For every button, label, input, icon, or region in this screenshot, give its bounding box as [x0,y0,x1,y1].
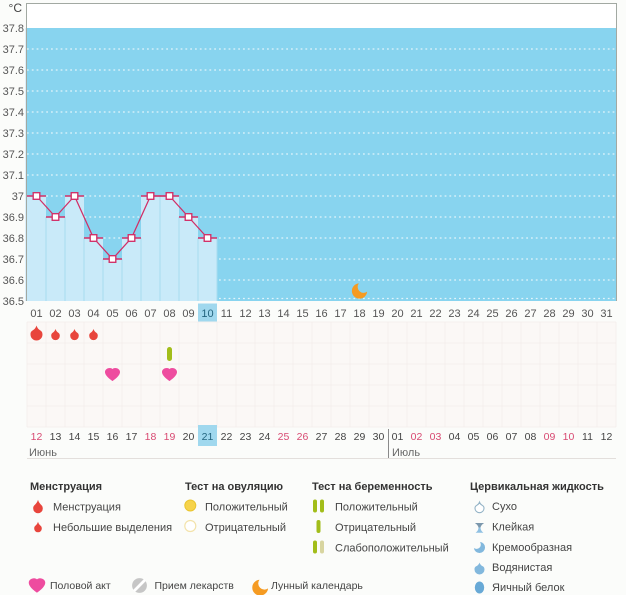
svg-text:°C: °C [9,1,23,15]
svg-text:Положительный: Положительный [335,502,418,514]
svg-text:22: 22 [429,308,441,320]
svg-text:Водянистая: Водянистая [492,562,552,574]
svg-text:09: 09 [544,431,556,443]
svg-text:04: 04 [449,431,461,443]
svg-text:08: 08 [525,431,537,443]
svg-text:Слабоположительный: Слабоположительный [335,543,449,555]
svg-text:16: 16 [107,431,119,443]
svg-text:Прием лекарств: Прием лекарств [155,580,235,592]
svg-text:09: 09 [182,308,194,320]
svg-text:12: 12 [601,431,613,443]
svg-text:36.9: 36.9 [3,212,24,224]
svg-text:16: 16 [315,308,327,320]
svg-text:19: 19 [164,431,176,443]
svg-text:11: 11 [221,308,232,320]
svg-text:06: 06 [125,308,137,320]
svg-text:13: 13 [50,431,62,443]
svg-text:14: 14 [277,308,289,320]
svg-text:14: 14 [69,431,81,443]
svg-text:01: 01 [30,308,42,320]
svg-text:25: 25 [278,431,290,443]
svg-text:Кремообразная: Кремообразная [492,542,572,554]
svg-text:21: 21 [202,431,214,443]
svg-text:28: 28 [543,308,555,320]
svg-text:37.1: 37.1 [3,170,24,182]
svg-text:Яичный белок: Яичный белок [492,582,565,594]
svg-text:30: 30 [373,431,385,443]
svg-text:37: 37 [12,191,24,203]
svg-text:Тест на беременность: Тест на беременность [312,481,433,493]
svg-text:28: 28 [335,431,347,443]
svg-text:36.6: 36.6 [3,275,24,287]
svg-text:Тест на овуляцию: Тест на овуляцию [185,481,283,493]
svg-text:25: 25 [486,308,498,320]
svg-text:36.8: 36.8 [3,233,24,245]
svg-text:04: 04 [87,308,99,320]
svg-text:05: 05 [468,431,480,443]
svg-text:23: 23 [240,431,252,443]
svg-text:Клейкая: Клейкая [492,522,534,534]
svg-text:19: 19 [372,308,384,320]
svg-text:29: 29 [354,431,366,443]
svg-text:02: 02 [49,308,61,320]
svg-text:12: 12 [31,431,43,443]
svg-text:15: 15 [296,308,308,320]
svg-text:36.5: 36.5 [3,296,24,308]
svg-text:Июль: Июль [392,447,420,459]
svg-text:15: 15 [88,431,100,443]
svg-text:20: 20 [391,308,403,320]
svg-text:Половой акт: Половой акт [50,580,111,592]
svg-text:37.4: 37.4 [3,107,24,119]
svg-text:10: 10 [563,431,575,443]
svg-text:20: 20 [183,431,195,443]
svg-text:Цервикальная жидкость: Цервикальная жидкость [470,481,604,493]
svg-text:22: 22 [221,431,233,443]
svg-text:24: 24 [467,308,479,320]
svg-text:23: 23 [448,308,460,320]
svg-text:26: 26 [505,308,517,320]
svg-text:37.2: 37.2 [3,149,24,161]
svg-text:07: 07 [144,308,156,320]
svg-text:26: 26 [297,431,309,443]
svg-text:03: 03 [430,431,442,443]
svg-text:Небольшие выделения: Небольшие выделения [53,522,172,534]
svg-text:01: 01 [392,431,404,443]
svg-text:30: 30 [581,308,593,320]
svg-text:37.8: 37.8 [3,23,24,35]
svg-text:29: 29 [562,308,574,320]
svg-text:27: 27 [524,308,536,320]
svg-text:17: 17 [334,308,346,320]
svg-text:37.6: 37.6 [3,65,24,77]
svg-text:24: 24 [259,431,271,443]
svg-text:Менструация: Менструация [30,481,102,493]
svg-text:18: 18 [353,308,365,320]
svg-text:Положительный: Положительный [205,502,288,514]
svg-text:36.7: 36.7 [3,254,24,266]
svg-text:10: 10 [201,308,213,320]
svg-text:08: 08 [163,308,175,320]
svg-text:03: 03 [68,308,80,320]
svg-text:37.5: 37.5 [3,86,24,98]
svg-text:Июнь: Июнь [29,447,57,459]
svg-text:Лунный календарь: Лунный календарь [271,580,363,592]
svg-text:27: 27 [316,431,328,443]
svg-text:37.7: 37.7 [3,44,24,56]
svg-text:Отрицательный: Отрицательный [335,522,416,534]
svg-text:05: 05 [106,308,118,320]
svg-text:37.3: 37.3 [3,128,24,140]
svg-text:21: 21 [410,308,422,320]
svg-text:Менструация: Менструация [53,502,121,514]
svg-text:17: 17 [126,431,138,443]
svg-text:02: 02 [411,431,423,443]
svg-text:18: 18 [145,431,157,443]
svg-text:31: 31 [600,308,612,320]
svg-text:11: 11 [582,431,593,443]
svg-text:06: 06 [487,431,499,443]
svg-text:Сухо: Сухо [492,501,517,513]
svg-text:07: 07 [506,431,518,443]
svg-text:Отрицательный: Отрицательный [205,522,286,534]
svg-text:12: 12 [239,308,251,320]
svg-text:13: 13 [258,308,270,320]
